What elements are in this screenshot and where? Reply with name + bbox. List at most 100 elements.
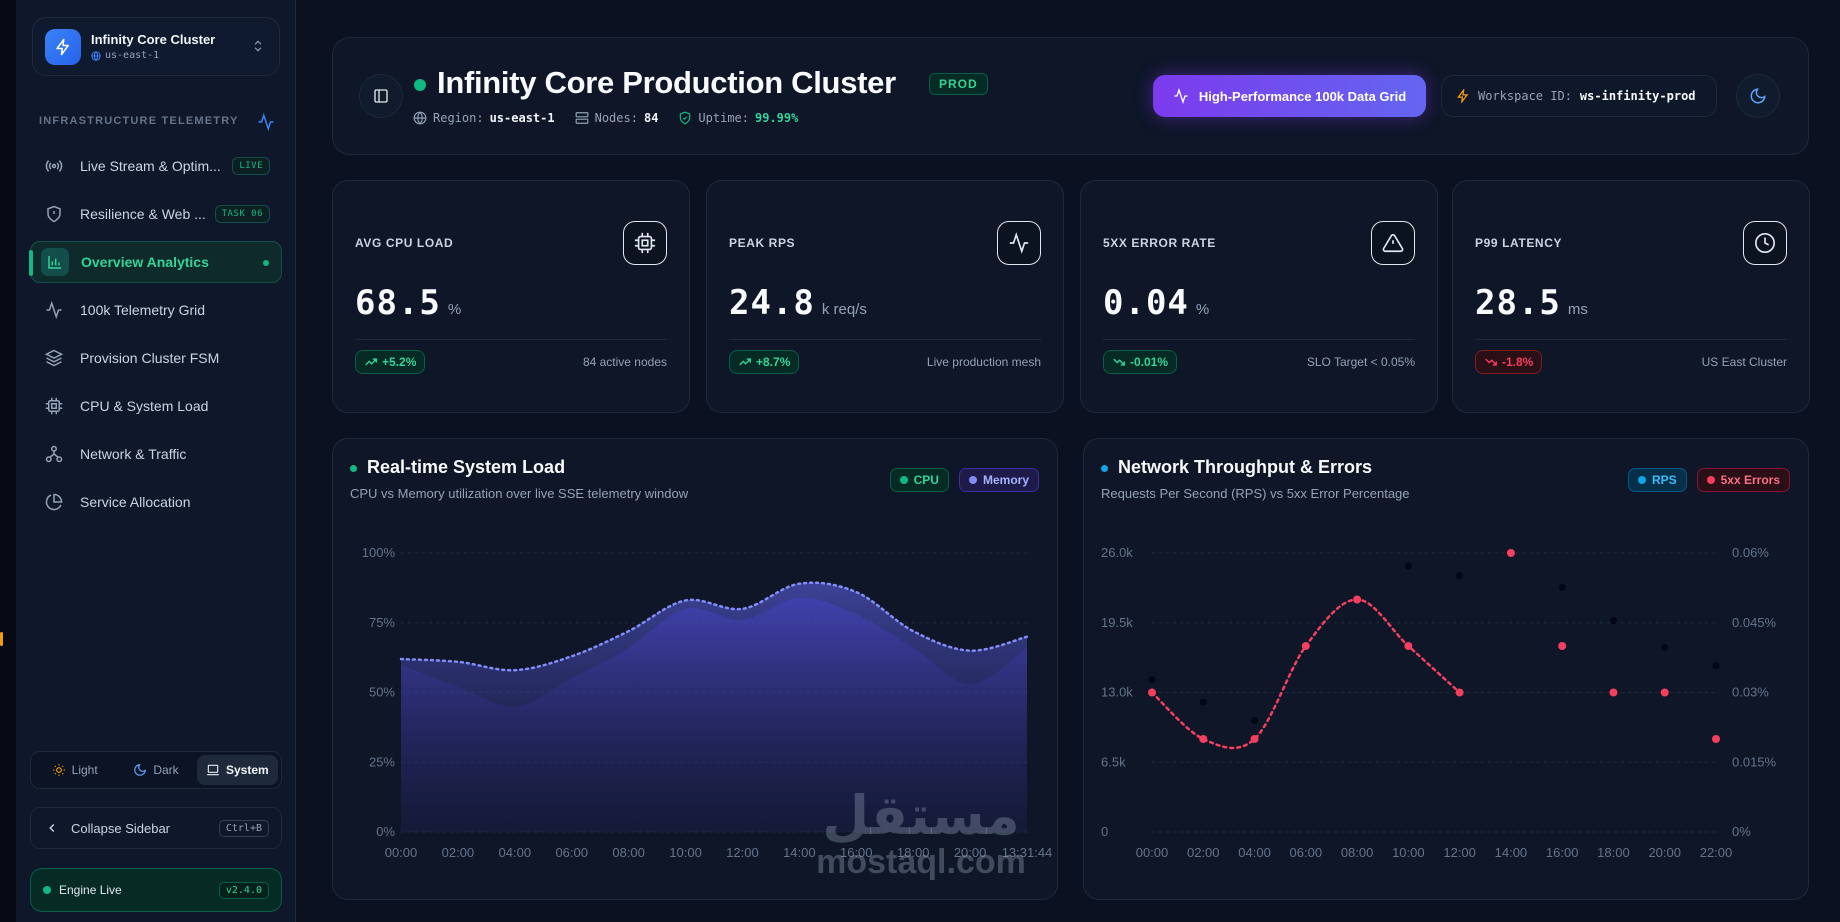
rps-point: [1661, 643, 1669, 651]
panel-dot: [1101, 465, 1108, 472]
sidebar-item-label: Service Allocation: [80, 494, 191, 510]
x-tick-label: 16:00: [1546, 845, 1579, 860]
error-point: [1506, 549, 1515, 557]
x-tick-label: 18:00: [1597, 845, 1630, 860]
clock-icon: [1743, 221, 1787, 265]
sidebar-item-cpu-load[interactable]: CPU & System Load: [30, 385, 282, 427]
error-point: [1148, 688, 1156, 697]
theme-dark-option[interactable]: Dark: [115, 755, 196, 785]
engine-status: Engine Live v2.4.0: [30, 868, 282, 912]
x-tick-label: 14:00: [1495, 845, 1528, 860]
network-icon: [44, 444, 64, 464]
activity-icon: [44, 300, 64, 320]
error-line: [1150, 598, 1461, 750]
x-tick-label: 08:00: [612, 845, 645, 860]
theme-light-option[interactable]: Light: [34, 755, 115, 785]
theme-button[interactable]: [1736, 74, 1780, 118]
chevron-updown-icon: [254, 40, 262, 52]
system-load-panel: Real-time System Load CPU vs Memory util…: [332, 438, 1058, 900]
sidebar-item-telemetry-grid[interactable]: 100k Telemetry Grid: [30, 289, 282, 331]
sidebar-item-label: Provision Cluster FSM: [80, 350, 220, 366]
sidebar: Infinity Core Cluster us-east-1 INFRASTR…: [16, 0, 296, 922]
task-badge: TASK 06: [214, 205, 270, 223]
x-tick-label: 00:00: [385, 845, 418, 860]
kpi-note: 84 active nodes: [582, 355, 667, 369]
kpi-card-cpu: AVG CPU LOAD 68.5 % +5.2% 84 active node…: [332, 180, 690, 413]
network-chart: 26.0k 0.06% 19.5k 0.045% 13.0k 0.03% 6.5k 0.015…: [1101, 545, 1777, 860]
server-icon: [575, 112, 589, 124]
kpi-unit: %: [1195, 301, 1210, 318]
rps-point: [1199, 698, 1207, 706]
env-badge: PROD: [929, 73, 988, 95]
kpi-delta: +8.7%: [729, 350, 800, 374]
bar-chart-icon: [41, 248, 69, 276]
y-left-tick-label: 19.5k: [1101, 615, 1133, 630]
x-tick-label: 04:00: [1238, 845, 1271, 860]
x-tick-label: 10:00: [1392, 845, 1425, 860]
error-point: [1199, 735, 1208, 743]
section-label: INFRASTRUCTURE TELEMETRY: [39, 115, 239, 127]
rps-point: [1404, 562, 1412, 570]
rps-point: [1712, 662, 1720, 670]
sidebar-item-provision-fsm[interactable]: Provision Cluster FSM: [30, 337, 282, 379]
x-tick-label: 06:00: [1290, 845, 1323, 860]
kpi-card-rps: PEAK RPS 24.8 k req/s +8.7% Live product…: [706, 180, 1064, 413]
sidebar-item-live-stream[interactable]: Live Stream & Optim... LIVE: [30, 145, 282, 187]
divider: [729, 339, 1041, 340]
cpu-area: [401, 597, 1027, 832]
trend-down-icon: [1485, 358, 1497, 366]
collapse-sidebar-button[interactable]: Collapse Sidebar Ctrl+B: [30, 807, 282, 849]
legend-errors[interactable]: 5xx Errors: [1696, 468, 1790, 492]
chevron-left-icon: [49, 824, 55, 832]
network-panel: Network Throughput & Errors Requests Per…: [1083, 438, 1809, 900]
y-tick-label: 100%: [362, 545, 396, 560]
data-grid-button[interactable]: High-Performance 100k Data Grid: [1153, 75, 1426, 117]
legend-memory[interactable]: Memory: [958, 468, 1039, 492]
panel-title: Real-time System Load: [367, 457, 566, 477]
kpi-delta: -0.01%: [1103, 350, 1178, 374]
version-badge: v2.4.0: [218, 882, 269, 899]
y-right-tick-label: 0.03%: [1732, 685, 1769, 700]
y-tick-label: 0%: [376, 824, 395, 839]
memory-line: [399, 581, 1029, 672]
kpi-note: US East Cluster: [1701, 355, 1787, 369]
globe-icon: [413, 111, 427, 125]
legend-rps[interactable]: RPS: [1627, 468, 1687, 492]
kpi-value: 24.8: [729, 283, 815, 323]
kpi-card-errors: 5XX ERROR RATE 0.04 % -0.01% SLO Target …: [1080, 180, 1438, 413]
cluster-name: Infinity Core Cluster: [91, 32, 216, 47]
cluster-region: us-east-1: [105, 50, 160, 61]
sidebar-item-label: Resilience & Web ...: [80, 206, 206, 222]
trend-down-icon: [1113, 358, 1125, 366]
layers-icon: [44, 348, 64, 368]
x-tick-label: 12:00: [1443, 845, 1476, 860]
kpi-delta: -1.8%: [1475, 350, 1543, 374]
sidebar-item-resilience[interactable]: Resilience & Web ... TASK 06: [30, 193, 282, 235]
live-badge: LIVE: [232, 157, 270, 175]
x-tick-label: 14:00: [783, 845, 816, 860]
kpi-label: 5XX ERROR RATE: [1103, 236, 1216, 250]
uptime-meta: Uptime: 99.99%: [678, 111, 798, 125]
legend-cpu[interactable]: CPU: [889, 468, 949, 492]
error-point: [1660, 688, 1669, 697]
sidebar-item-label: 100k Telemetry Grid: [80, 302, 206, 318]
theme-system-option[interactable]: System: [196, 755, 278, 785]
toggle-panel-button[interactable]: [359, 74, 403, 118]
cluster-switcher[interactable]: Infinity Core Cluster us-east-1: [32, 17, 280, 76]
broadcast-icon: [44, 156, 64, 176]
kpi-note: Live production mesh: [926, 355, 1041, 369]
y-left-tick-label: 6.5k: [1101, 754, 1126, 769]
error-point: [1301, 642, 1310, 650]
kpi-label: PEAK RPS: [729, 236, 796, 250]
system-load-chart: 100% 75% 50% 25% 0% 00:00 02:00 04:00 06:00 08:00…: [362, 545, 1053, 860]
kpi-unit: ms: [1567, 301, 1588, 318]
sidebar-item-label: Network & Traffic: [80, 446, 187, 462]
laptop-icon: [207, 764, 219, 776]
sidebar-item-overview-analytics[interactable]: Overview Analytics: [29, 241, 282, 283]
sidebar-item-service-allocation[interactable]: Service Allocation: [30, 481, 282, 523]
sidebar-item-network[interactable]: Network & Traffic: [30, 433, 282, 475]
pie-icon: [44, 492, 64, 512]
chart-legend: CPU Memory: [889, 468, 1039, 492]
x-tick-label: 04:00: [499, 845, 532, 860]
x-tick-label: 18:00: [897, 845, 930, 860]
